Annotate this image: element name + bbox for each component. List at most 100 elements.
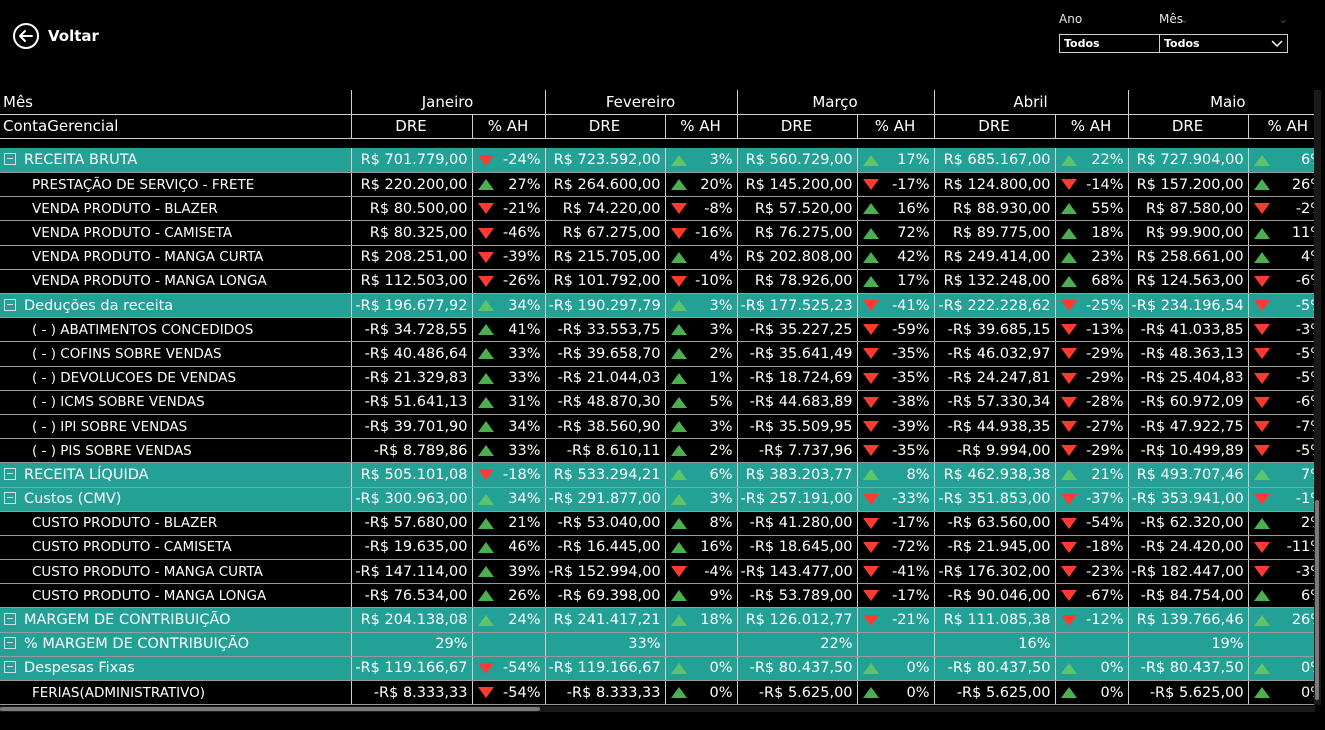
dre-matrix[interactable]: Mês Janeiro Fevereiro Março Abril Maio C…: [0, 90, 1315, 705]
table-row[interactable]: % MARGEM DE CONTRIBUIÇÃO 29% 33% 22% 16% 19%: [0, 632, 1315, 657]
table-row[interactable]: Custos (CMV) -R$ 300.963,00 34% -R$ 291.877…: [0, 487, 1315, 512]
row-label-cell: MARGEM DE CONTRIBUIÇÃO: [0, 607, 351, 633]
collapse-icon[interactable]: [4, 613, 16, 626]
scrollbar-thumb[interactable]: [1315, 500, 1319, 700]
table-row[interactable]: Deduções da receita -R$ 196.677,92 34% -R$ …: [0, 293, 1315, 319]
row-header-mes[interactable]: Mês: [0, 90, 351, 115]
arrow-down-icon: [477, 469, 494, 481]
arrow-down-icon: [862, 348, 879, 360]
month-header[interactable]: Março: [736, 90, 935, 115]
arrow-up-icon: [1060, 203, 1077, 215]
table-row[interactable]: RECEITA LÍQUIDA R$ 505.101,08 -18% R$ 533.2…: [0, 462, 1315, 488]
pct-cell: 42%: [856, 245, 935, 270]
value-cell: R$ 258.661,00: [1127, 245, 1249, 270]
arrow-up-icon: [862, 469, 879, 481]
arrow-up-icon: [862, 275, 879, 287]
table-row[interactable]: FERIAS(ADMINISTRATIVO) -R$ 8.333,33 -54% -R…: [0, 680, 1315, 705]
table-row[interactable]: VENDA PRODUTO - MANGA CURTA R$ 208.251,00…: [0, 245, 1315, 270]
pct-cell: 34%: [471, 293, 546, 319]
month-header[interactable]: Janeiro: [350, 90, 546, 115]
table-row[interactable]: PRESTAÇÃO DE SERVIÇO - FRETE R$ 220.200,0…: [0, 172, 1315, 198]
pct-value: 42%: [897, 249, 930, 266]
chevron-down-icon[interactable]: ⌄: [1278, 12, 1288, 26]
col-header-pct[interactable]: % AH: [664, 114, 738, 139]
pct-value: 0%: [1100, 660, 1124, 677]
col-header-dre[interactable]: DRE: [933, 114, 1056, 139]
col-header-dre[interactable]: DRE: [544, 114, 666, 139]
value-cell: 22%: [736, 632, 858, 657]
pct-cell: -8%: [664, 196, 738, 222]
pct-cell: -12%: [1054, 607, 1129, 633]
value-cell: R$ 124.800,00: [933, 172, 1056, 198]
pct-value: 46%: [508, 539, 541, 556]
table-row[interactable]: ( - ) ABATIMENTOS CONCEDIDOS -R$ 34.728,5…: [0, 317, 1315, 343]
table-row[interactable]: CUSTO PRODUTO - BLAZER -R$ 57.680,00 21% -R…: [0, 511, 1315, 536]
table-row[interactable]: VENDA PRODUTO - BLAZER R$ 80.500,00 -21% R$…: [0, 196, 1315, 222]
table-row[interactable]: ( - ) PIS SOBRE VENDAS -R$ 8.789,86 33% -R$…: [0, 438, 1315, 464]
chevron-down-icon[interactable]: ⌄: [1179, 12, 1189, 26]
value-cell: R$ 132.248,00: [933, 269, 1056, 295]
table-row[interactable]: CUSTO PRODUTO - CAMISETA -R$ 19.635,00 46%…: [0, 535, 1315, 561]
pct-value: -17%: [892, 176, 930, 193]
col-header-pct[interactable]: % AH: [856, 114, 935, 139]
table-row[interactable]: RECEITA BRUTA R$ 701.779,00 -24% R$ 723.592…: [0, 148, 1315, 174]
col-header-pct[interactable]: % AH: [1054, 114, 1129, 139]
month-header[interactable]: Maio: [1127, 90, 1315, 115]
value-cell: R$ 241.417,21: [544, 607, 666, 633]
value-cell: R$ 101.792,00: [544, 269, 666, 295]
collapse-icon[interactable]: [4, 298, 16, 311]
value-cell: R$ 124.563,00: [1127, 269, 1249, 295]
value-cell: -R$ 19.635,00: [350, 535, 472, 561]
row-header-conta[interactable]: ContaGerencial: [0, 114, 351, 139]
pct-value: -39%: [503, 249, 541, 266]
row-label: ( - ) ABATIMENTOS CONCEDIDOS: [32, 321, 254, 338]
table-row[interactable]: VENDA PRODUTO - MANGA LONGA R$ 112.503,00…: [0, 269, 1315, 295]
table-row[interactable]: ( - ) IPI SOBRE VENDAS -R$ 39.701,90 34% -R…: [0, 414, 1315, 440]
collapse-icon[interactable]: [4, 467, 16, 480]
pct-value: -67%: [1086, 587, 1124, 604]
table-row[interactable]: VENDA PRODUTO - CAMISETA R$ 80.325,00 -46%…: [0, 220, 1315, 246]
collapse-icon[interactable]: [4, 637, 16, 650]
value-cell: -R$ 21.945,00: [933, 535, 1056, 561]
col-header-dre[interactable]: DRE: [1127, 114, 1249, 139]
table-row[interactable]: CUSTO PRODUTO - MANGA CURTA -R$ 147.114,0…: [0, 559, 1315, 585]
col-header-pct[interactable]: % AH: [1247, 114, 1315, 139]
pct-cell: 72%: [856, 220, 935, 246]
table-row[interactable]: MARGEM DE CONTRIBUIÇÃO R$ 204.138,08 24% R$…: [0, 607, 1315, 633]
table-row[interactable]: ( - ) COFINS SOBRE VENDAS -R$ 40.486,64 33…: [0, 341, 1315, 367]
table-row[interactable]: Despesas Fixas -R$ 119.166,67 -54% -R$ 119.…: [0, 656, 1315, 682]
back-button[interactable]: Voltar: [12, 22, 99, 50]
collapse-icon[interactable]: [4, 661, 16, 674]
vertical-scrollbar[interactable]: [1314, 90, 1321, 705]
arrow-up-icon: [670, 372, 687, 384]
month-header[interactable]: Fevereiro: [544, 90, 738, 115]
collapse-icon[interactable]: [4, 492, 16, 505]
col-header-dre[interactable]: DRE: [736, 114, 858, 139]
arrow-up-icon: [670, 590, 687, 602]
table-row[interactable]: ( - ) ICMS SOBRE VENDAS -R$ 51.641,13 31% -…: [0, 390, 1315, 415]
table-row[interactable]: CUSTO PRODUTO - MANGA LONGA -R$ 76.534,00…: [0, 583, 1315, 609]
month-header[interactable]: Abril: [933, 90, 1129, 115]
collapse-icon[interactable]: [4, 153, 16, 166]
pct-value: -8%: [704, 200, 733, 217]
pct-cell: 26%: [1247, 172, 1315, 198]
value-cell: -R$ 53.789,00: [736, 583, 858, 609]
value-cell: -R$ 60.972,09: [1127, 390, 1249, 415]
arrow-down-icon: [1060, 493, 1077, 505]
pct-value: 8%: [709, 515, 733, 532]
col-header-pct[interactable]: % AH: [471, 114, 546, 139]
value-cell: -R$ 119.166,67: [544, 656, 666, 682]
pct-cell: 33%: [471, 366, 546, 391]
pct-value: -39%: [892, 418, 930, 435]
filter-mes-select[interactable]: Todos: [1159, 34, 1288, 53]
pct-cell: 39%: [471, 559, 546, 585]
value-cell: R$ 76.275,00: [736, 220, 858, 246]
arrow-up-icon: [477, 372, 494, 384]
col-header-dre[interactable]: DRE: [350, 114, 472, 139]
pct-cell: 0%: [1054, 680, 1129, 705]
table-row[interactable]: ( - ) DEVOLUCOES DE VENDAS -R$ 21.329,83 3…: [0, 366, 1315, 391]
scrollbar-thumb[interactable]: [0, 707, 540, 711]
arrow-up-icon: [670, 324, 687, 336]
horizontal-scrollbar[interactable]: [0, 706, 1315, 712]
pct-cell: [1247, 632, 1315, 657]
